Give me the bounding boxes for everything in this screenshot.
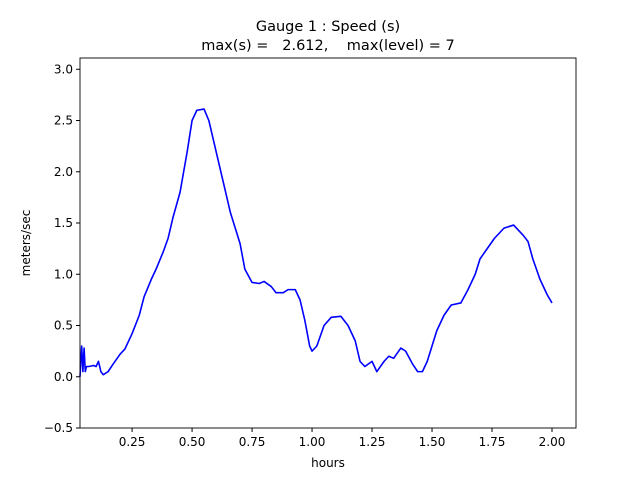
x-tick-label: 1.50 bbox=[419, 435, 446, 449]
x-tick-label: 1.25 bbox=[359, 435, 386, 449]
y-tick-label: 3.0 bbox=[54, 62, 73, 76]
x-tick-label: 0.50 bbox=[179, 435, 206, 449]
series-line bbox=[79, 108, 553, 377]
x-tick-label: 0.25 bbox=[119, 435, 146, 449]
x-axis-label: hours bbox=[311, 456, 345, 470]
y-tick-label: 1.0 bbox=[54, 267, 73, 281]
x-tick-label: 1.75 bbox=[479, 435, 506, 449]
y-tick-label: 2.5 bbox=[54, 114, 73, 128]
chart-title: Gauge 1 : Speed (s) bbox=[256, 19, 400, 35]
y-tick-label: 0.0 bbox=[54, 370, 73, 384]
y-tick-label: 0.5 bbox=[54, 319, 73, 333]
chart-subtitle: max(s) = 2.612, max(level) = 7 bbox=[201, 38, 455, 54]
y-tick-label: −0.5 bbox=[44, 421, 73, 435]
x-tick-label: 0.75 bbox=[239, 435, 266, 449]
y-tick-label: 2.0 bbox=[54, 165, 73, 179]
y-axis-label: meters/sec bbox=[19, 210, 33, 277]
y-tick-label: 1.5 bbox=[54, 216, 73, 230]
plot-frame bbox=[79, 57, 577, 429]
x-tick-label: 2.00 bbox=[539, 435, 566, 449]
x-tick-label: 1.00 bbox=[299, 435, 326, 449]
